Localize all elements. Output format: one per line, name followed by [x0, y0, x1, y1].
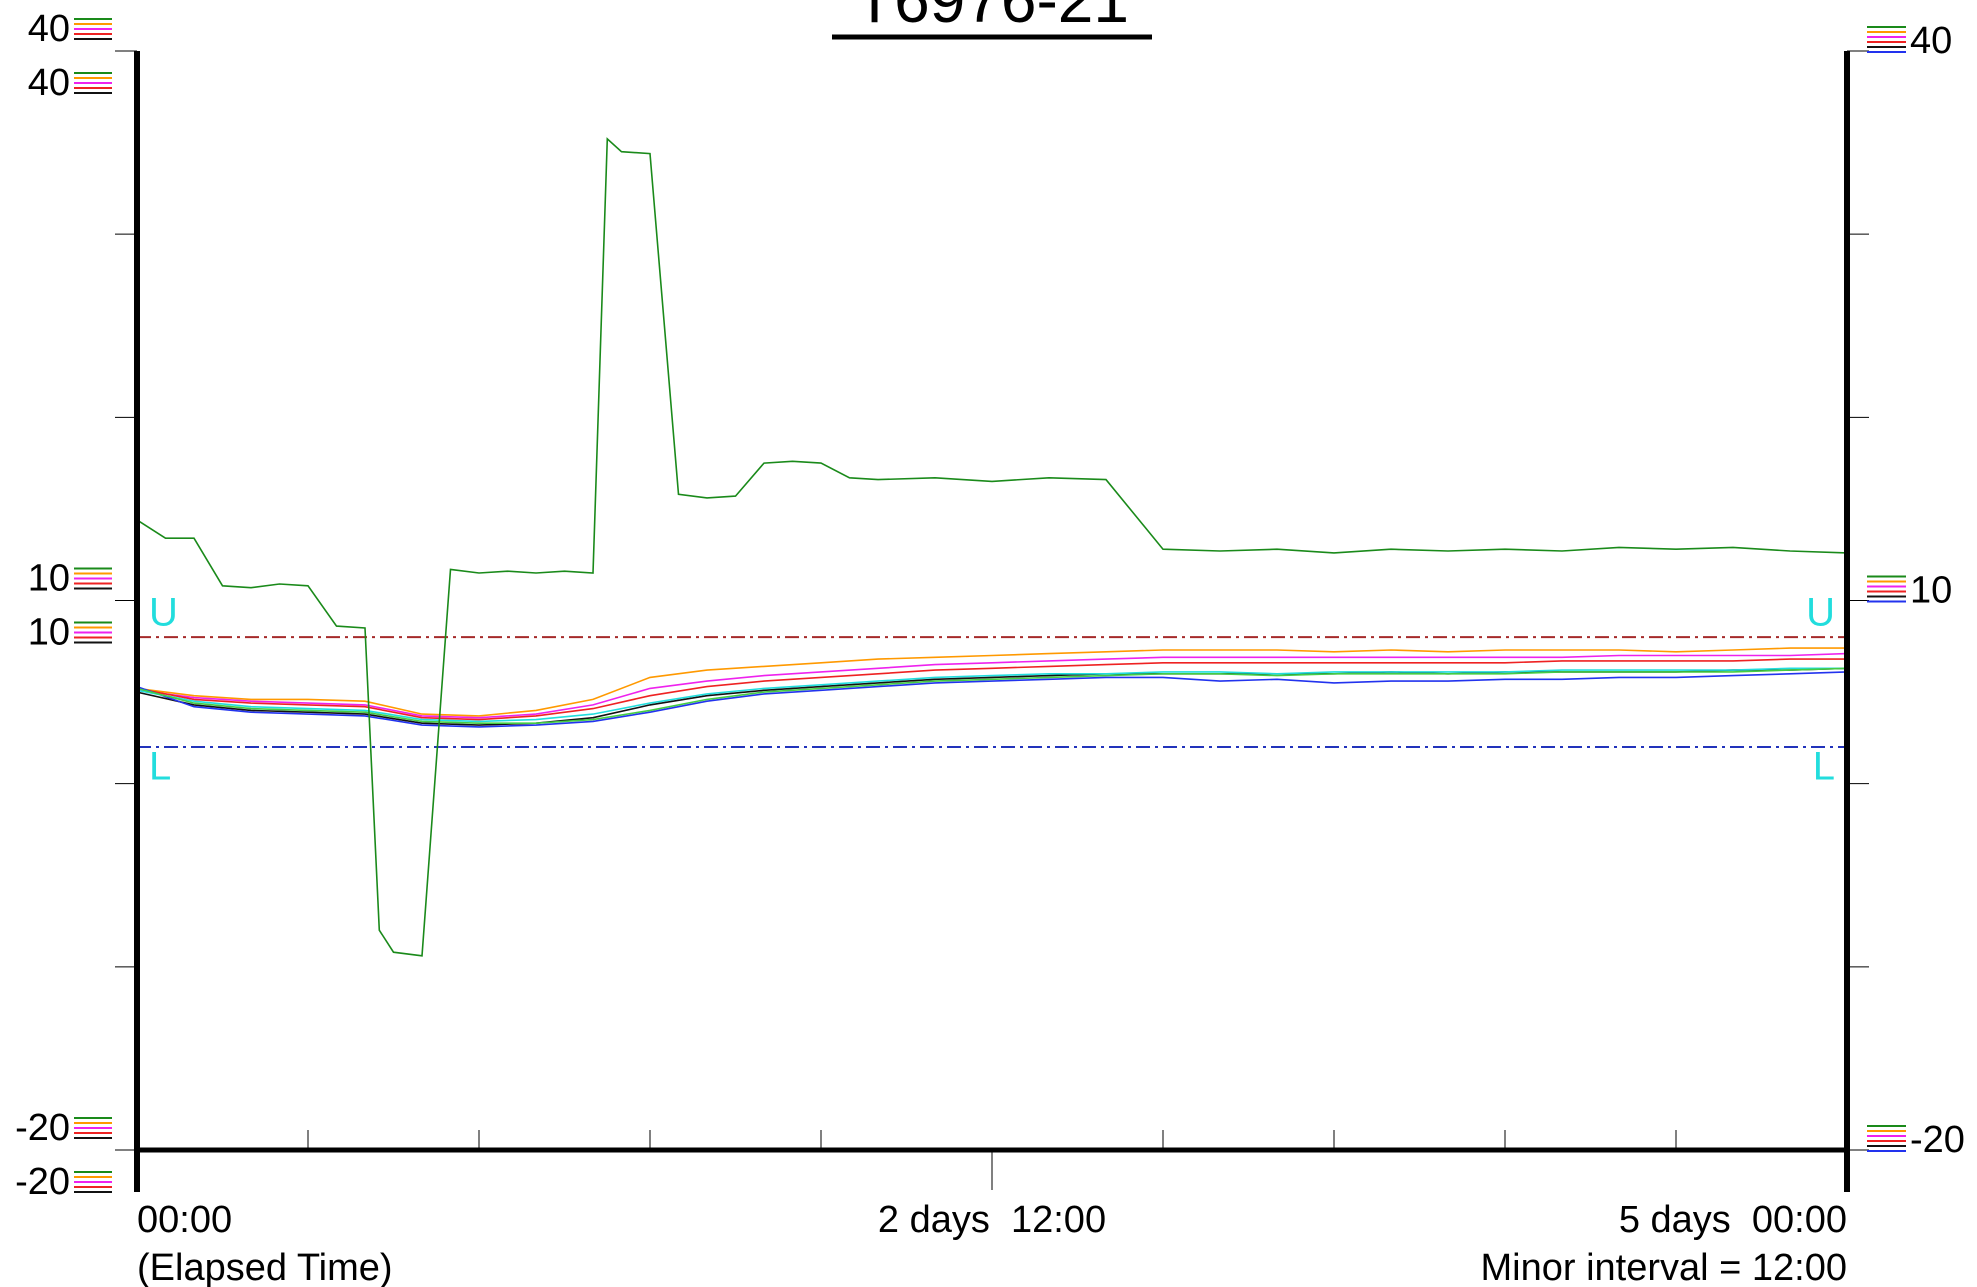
- limit-label: U: [1806, 591, 1835, 635]
- y-tick-label: 10: [28, 612, 70, 654]
- y-tick-label: 10: [28, 558, 70, 600]
- limit-label: L: [1813, 745, 1835, 789]
- y-tick-label: 40: [28, 8, 70, 50]
- data-line: [136, 137, 1848, 957]
- y-tick-label: 40: [1910, 20, 1952, 62]
- limit-label: U: [149, 591, 178, 635]
- data-line: [136, 647, 1847, 717]
- y-tick-label: 40: [28, 62, 70, 104]
- y-tick-label: -20: [15, 1161, 70, 1203]
- x-axis-label: (Elapsed Time): [137, 1247, 393, 1287]
- limit-label: L: [149, 745, 171, 789]
- y-tick-label: 10: [1910, 570, 1952, 612]
- data-line: [136, 652, 1848, 719]
- chart-title: T6976-21: [855, 0, 1129, 36]
- data-line: [136, 667, 1847, 723]
- data-line: [136, 667, 1848, 724]
- data-line: [136, 658, 1847, 721]
- data-line: [136, 671, 1848, 728]
- y-tick-label: -20: [15, 1107, 70, 1149]
- x-tick-label: 2 days 12:00: [878, 1199, 1106, 1241]
- y-tick-label: -20: [1910, 1119, 1965, 1161]
- minor-interval-note: Minor interval = 12:00: [1481, 1247, 1847, 1287]
- x-tick-label: 5 days 00:00: [1619, 1199, 1847, 1241]
- x-tick-label: 00:00: [137, 1199, 232, 1241]
